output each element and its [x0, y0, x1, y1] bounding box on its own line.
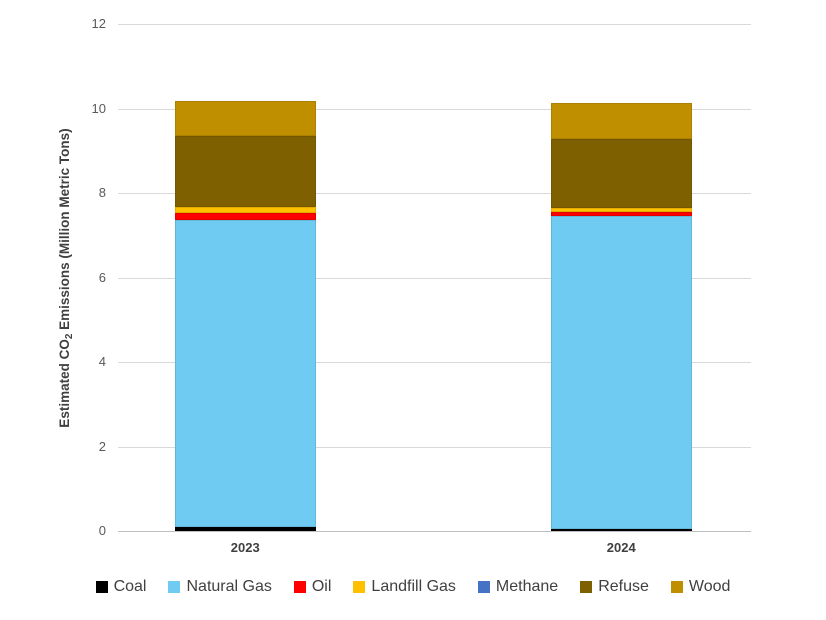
segment-landfill-gas-2023	[174, 206, 316, 213]
gridline-y-8	[118, 193, 751, 194]
bar-2023	[174, 100, 316, 531]
legend-label: Oil	[311, 578, 332, 595]
segment-oil-2023	[174, 212, 316, 221]
segment-refuse-2024	[550, 139, 692, 208]
segment-natural-gas-2024	[550, 216, 692, 529]
y-tick-label-12: 12	[91, 16, 106, 31]
legend-label: Refuse	[598, 578, 649, 595]
segment-natural-gas-2023	[174, 220, 316, 527]
plot-area	[118, 24, 751, 532]
segment-oil-2024	[550, 212, 692, 217]
gridline-y-4	[118, 362, 751, 363]
legend-swatch-refuse-icon	[580, 581, 593, 593]
segment-wood-2023	[174, 100, 316, 136]
x-category-label-2023: 2023	[230, 540, 260, 555]
segment-landfill-gas-2024	[550, 208, 692, 213]
y-tick-label-2: 2	[98, 438, 106, 454]
segment-coal-2024	[550, 528, 692, 531]
x-category-label-2024: 2024	[606, 540, 636, 555]
segment-coal-2023	[174, 526, 316, 531]
legend-swatch-methane-icon	[477, 581, 490, 593]
legend-label: Coal	[113, 578, 147, 595]
y-tick-label-4: 4	[98, 354, 106, 369]
y-axis-title-subscript: 2	[64, 333, 75, 340]
segment-refuse-2023	[174, 136, 316, 207]
legend: Coal Natural Gas Oil Landfill Gas Methane Ref…	[0, 578, 826, 596]
legend-item-wood: Wood	[670, 578, 731, 596]
legend-swatch-natural-gas-icon	[168, 581, 181, 593]
segment-wood-2024	[550, 103, 692, 140]
legend-label: Wood	[688, 578, 731, 595]
gridline-y-12	[118, 24, 751, 25]
legend-label: Landfill Gas	[371, 578, 456, 595]
gridline-y-2	[118, 446, 751, 448]
legend-swatch-wood-icon	[670, 581, 683, 593]
legend-label: Natural Gas	[186, 578, 272, 595]
legend-item-landfill-gas: Landfill Gas	[353, 578, 456, 596]
y-axis-title-suffix: Emissions (Million Metric Tons)	[57, 128, 72, 334]
y-tick-label-6: 6	[98, 269, 106, 285]
legend-item-coal: Coal	[95, 578, 147, 596]
legend-swatch-oil-icon	[293, 581, 306, 593]
gridline-y-10	[118, 108, 751, 110]
bar-2024	[550, 103, 692, 531]
y-tick-label-0: 0	[98, 523, 106, 538]
legend-item-methane: Methane	[477, 578, 559, 596]
y-tick-label-8: 8	[98, 185, 106, 200]
legend-swatch-coal-icon	[95, 581, 108, 593]
legend-swatch-landfill-gas-icon	[353, 581, 366, 593]
gridline-y-6	[118, 277, 751, 279]
y-axis-title-text: Estimated CO	[57, 339, 72, 428]
x-axis-line	[118, 531, 751, 532]
legend-label: Methane	[495, 578, 559, 595]
legend-item-natural-gas: Natural Gas	[168, 578, 272, 596]
legend-item-oil: Oil	[293, 578, 332, 596]
legend-item-refuse: Refuse	[580, 578, 649, 596]
y-tick-label-10: 10	[91, 100, 106, 116]
